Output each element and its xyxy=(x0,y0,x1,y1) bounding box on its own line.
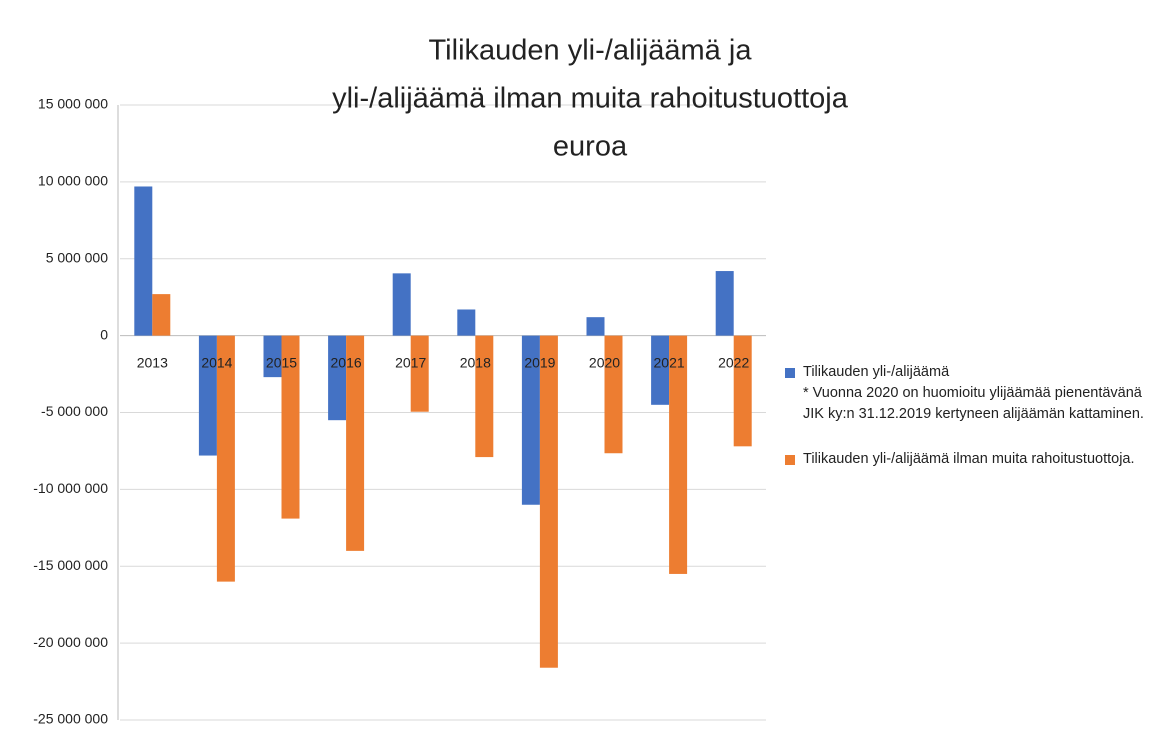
y-tick-label: 10 000 000 xyxy=(38,173,108,189)
bar xyxy=(715,271,734,336)
legend-text-block: Tilikauden yli-/alijäämä ilman muita rah… xyxy=(803,449,1135,470)
x-tick-label: 2018 xyxy=(460,354,491,370)
bar xyxy=(733,335,752,447)
y-tick-label: 5 000 000 xyxy=(46,249,108,265)
bar xyxy=(539,335,558,668)
bar xyxy=(328,335,347,421)
x-tick-label: 2014 xyxy=(201,354,232,370)
y-tick-label: 0 xyxy=(100,326,108,342)
bar xyxy=(263,335,282,378)
bar xyxy=(134,186,153,336)
legend-swatch xyxy=(785,368,795,378)
legend-text-block: Tilikauden yli-/alijäämä * Vuonna 2020 on… xyxy=(803,362,1145,425)
legend-entry: Tilikauden yli-/alijäämä ilman muita rah… xyxy=(785,449,1145,470)
bar xyxy=(521,335,540,505)
legend-swatch xyxy=(785,455,795,465)
y-tick-label: -25 000 000 xyxy=(33,711,108,727)
bar xyxy=(198,335,217,456)
x-tick-label: 2020 xyxy=(589,354,620,370)
bar xyxy=(651,335,670,405)
y-tick-label: 15 000 000 xyxy=(38,96,108,112)
bar xyxy=(410,335,429,412)
legend: Tilikauden yli-/alijäämä * Vuonna 2020 on… xyxy=(785,362,1145,470)
bar xyxy=(669,335,688,574)
bar xyxy=(604,335,623,454)
bar xyxy=(346,335,365,551)
legend-label: Tilikauden yli-/alijäämä ilman muita rah… xyxy=(803,451,1135,467)
bar xyxy=(392,273,411,336)
legend-label: Tilikauden yli-/alijäämä xyxy=(803,364,950,380)
legend-entry: Tilikauden yli-/alijäämä * Vuonna 2020 on… xyxy=(785,362,1145,425)
bar xyxy=(475,335,494,458)
y-tick-label: -20 000 000 xyxy=(33,634,108,650)
bar xyxy=(152,294,171,336)
x-tick-label: 2015 xyxy=(266,354,297,370)
y-tick-label: -5 000 000 xyxy=(41,403,108,419)
bar xyxy=(281,335,300,519)
chart-title: euroa xyxy=(553,131,628,163)
x-tick-label: 2016 xyxy=(331,354,362,370)
legend-note: * Vuonna 2020 on huomioitu ylijäämää pie… xyxy=(803,385,1144,422)
chart-title: yli-/alijäämä ilman muita rahoitustuotto… xyxy=(332,83,849,115)
bar xyxy=(216,335,235,582)
x-tick-label: 2019 xyxy=(524,354,555,370)
chart-title: Tilikauden yli-/alijäämä ja xyxy=(429,35,753,67)
y-tick-label: -15 000 000 xyxy=(33,557,108,573)
x-tick-label: 2017 xyxy=(395,354,426,370)
bar xyxy=(457,309,476,336)
x-tick-label: 2021 xyxy=(654,354,685,370)
bar xyxy=(586,317,605,336)
x-tick-label: 2013 xyxy=(137,354,168,370)
x-tick-label: 2022 xyxy=(718,354,749,370)
y-tick-label: -10 000 000 xyxy=(33,480,108,496)
